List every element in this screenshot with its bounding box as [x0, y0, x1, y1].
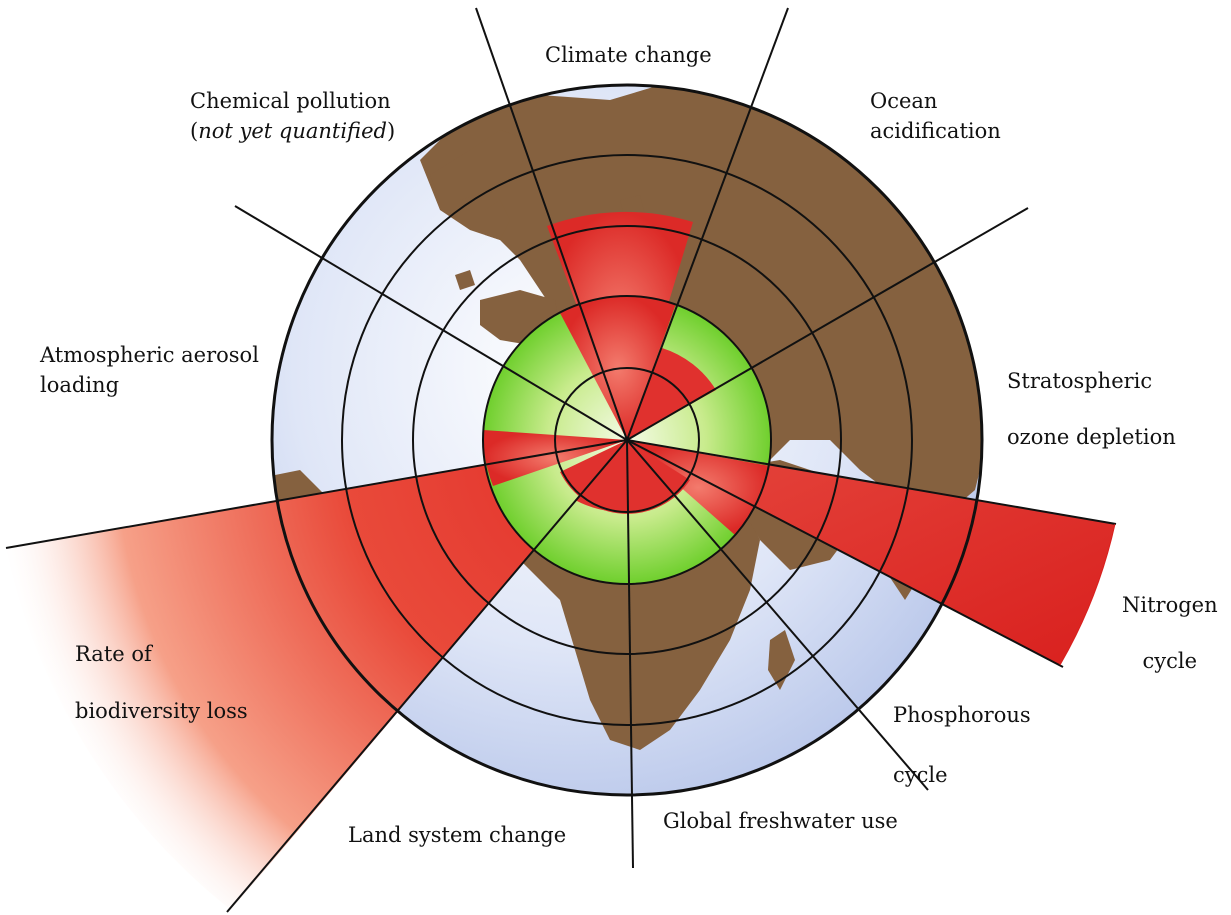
label-climate-line-1: Climate change — [545, 43, 712, 67]
land-phosphorus-red — [575, 440, 675, 512]
biodiversity-wedge-inner2 — [482, 430, 627, 486]
label-stratospheric-ozone: Stratospheric ozone depletion — [1007, 354, 1176, 465]
label-aerosol-line-1: Atmospheric aerosol — [40, 343, 259, 367]
label-ozone-line-1: Stratospheric — [1007, 369, 1153, 393]
label-chemical-paren-open: ( — [190, 119, 199, 144]
label-nitrogen-cycle: Nitrogen cycle — [1122, 578, 1218, 689]
label-chemical-line-2: (not yet quantified) — [190, 116, 395, 146]
concentric-rings — [341, 154, 913, 726]
label-chemical-line-1: Chemical pollution — [190, 89, 391, 113]
biodiversity-wedge-outer — [6, 440, 627, 910]
label-atmospheric-aerosol: Atmospheric aerosol loading — [40, 340, 259, 401]
ocean-marker — [627, 348, 716, 440]
label-freshwater-line-1: Global freshwater use — [663, 809, 898, 833]
label-phosphorous-line-2: cycle — [893, 762, 948, 787]
label-phosphorous-line-1: Phosphorous — [893, 703, 1031, 727]
label-biodiversity-loss: Rate of biodiversity loss — [75, 626, 248, 739]
label-nitrogen-line-2: cycle — [1142, 648, 1198, 673]
label-climate-change: Climate change — [545, 40, 712, 70]
label-phosphorous-cycle: Phosphorous cycle — [893, 686, 1031, 806]
label-biodiversity-line-2: biodiversity loss — [75, 698, 248, 723]
label-ocean-line-1: Ocean — [870, 89, 938, 113]
label-land-line-1: Land system change — [348, 823, 567, 847]
label-chemical-not-quantified: not yet quantified — [198, 119, 387, 144]
label-ocean-acidification: Ocean acidification — [870, 86, 1001, 147]
nitrogen-arc — [1059, 523, 1116, 666]
label-biodiversity-line-1: Rate of — [75, 642, 152, 666]
label-ozone-line-2: ozone depletion — [1007, 424, 1176, 449]
label-land-system: Land system change — [348, 820, 566, 850]
label-chemical-paren-close: ) — [386, 119, 396, 144]
label-ocean-line-2: acidification — [870, 119, 1001, 144]
label-chemical-pollution: Chemical pollution (not yet quantified) — [190, 86, 395, 147]
label-aerosol-line-2: loading — [40, 373, 120, 398]
radial-spokes — [5, 7, 1117, 913]
label-global-freshwater: Global freshwater use — [663, 806, 898, 836]
label-nitrogen-line-1: Nitrogen — [1122, 593, 1218, 617]
globe-outline — [270, 83, 984, 797]
